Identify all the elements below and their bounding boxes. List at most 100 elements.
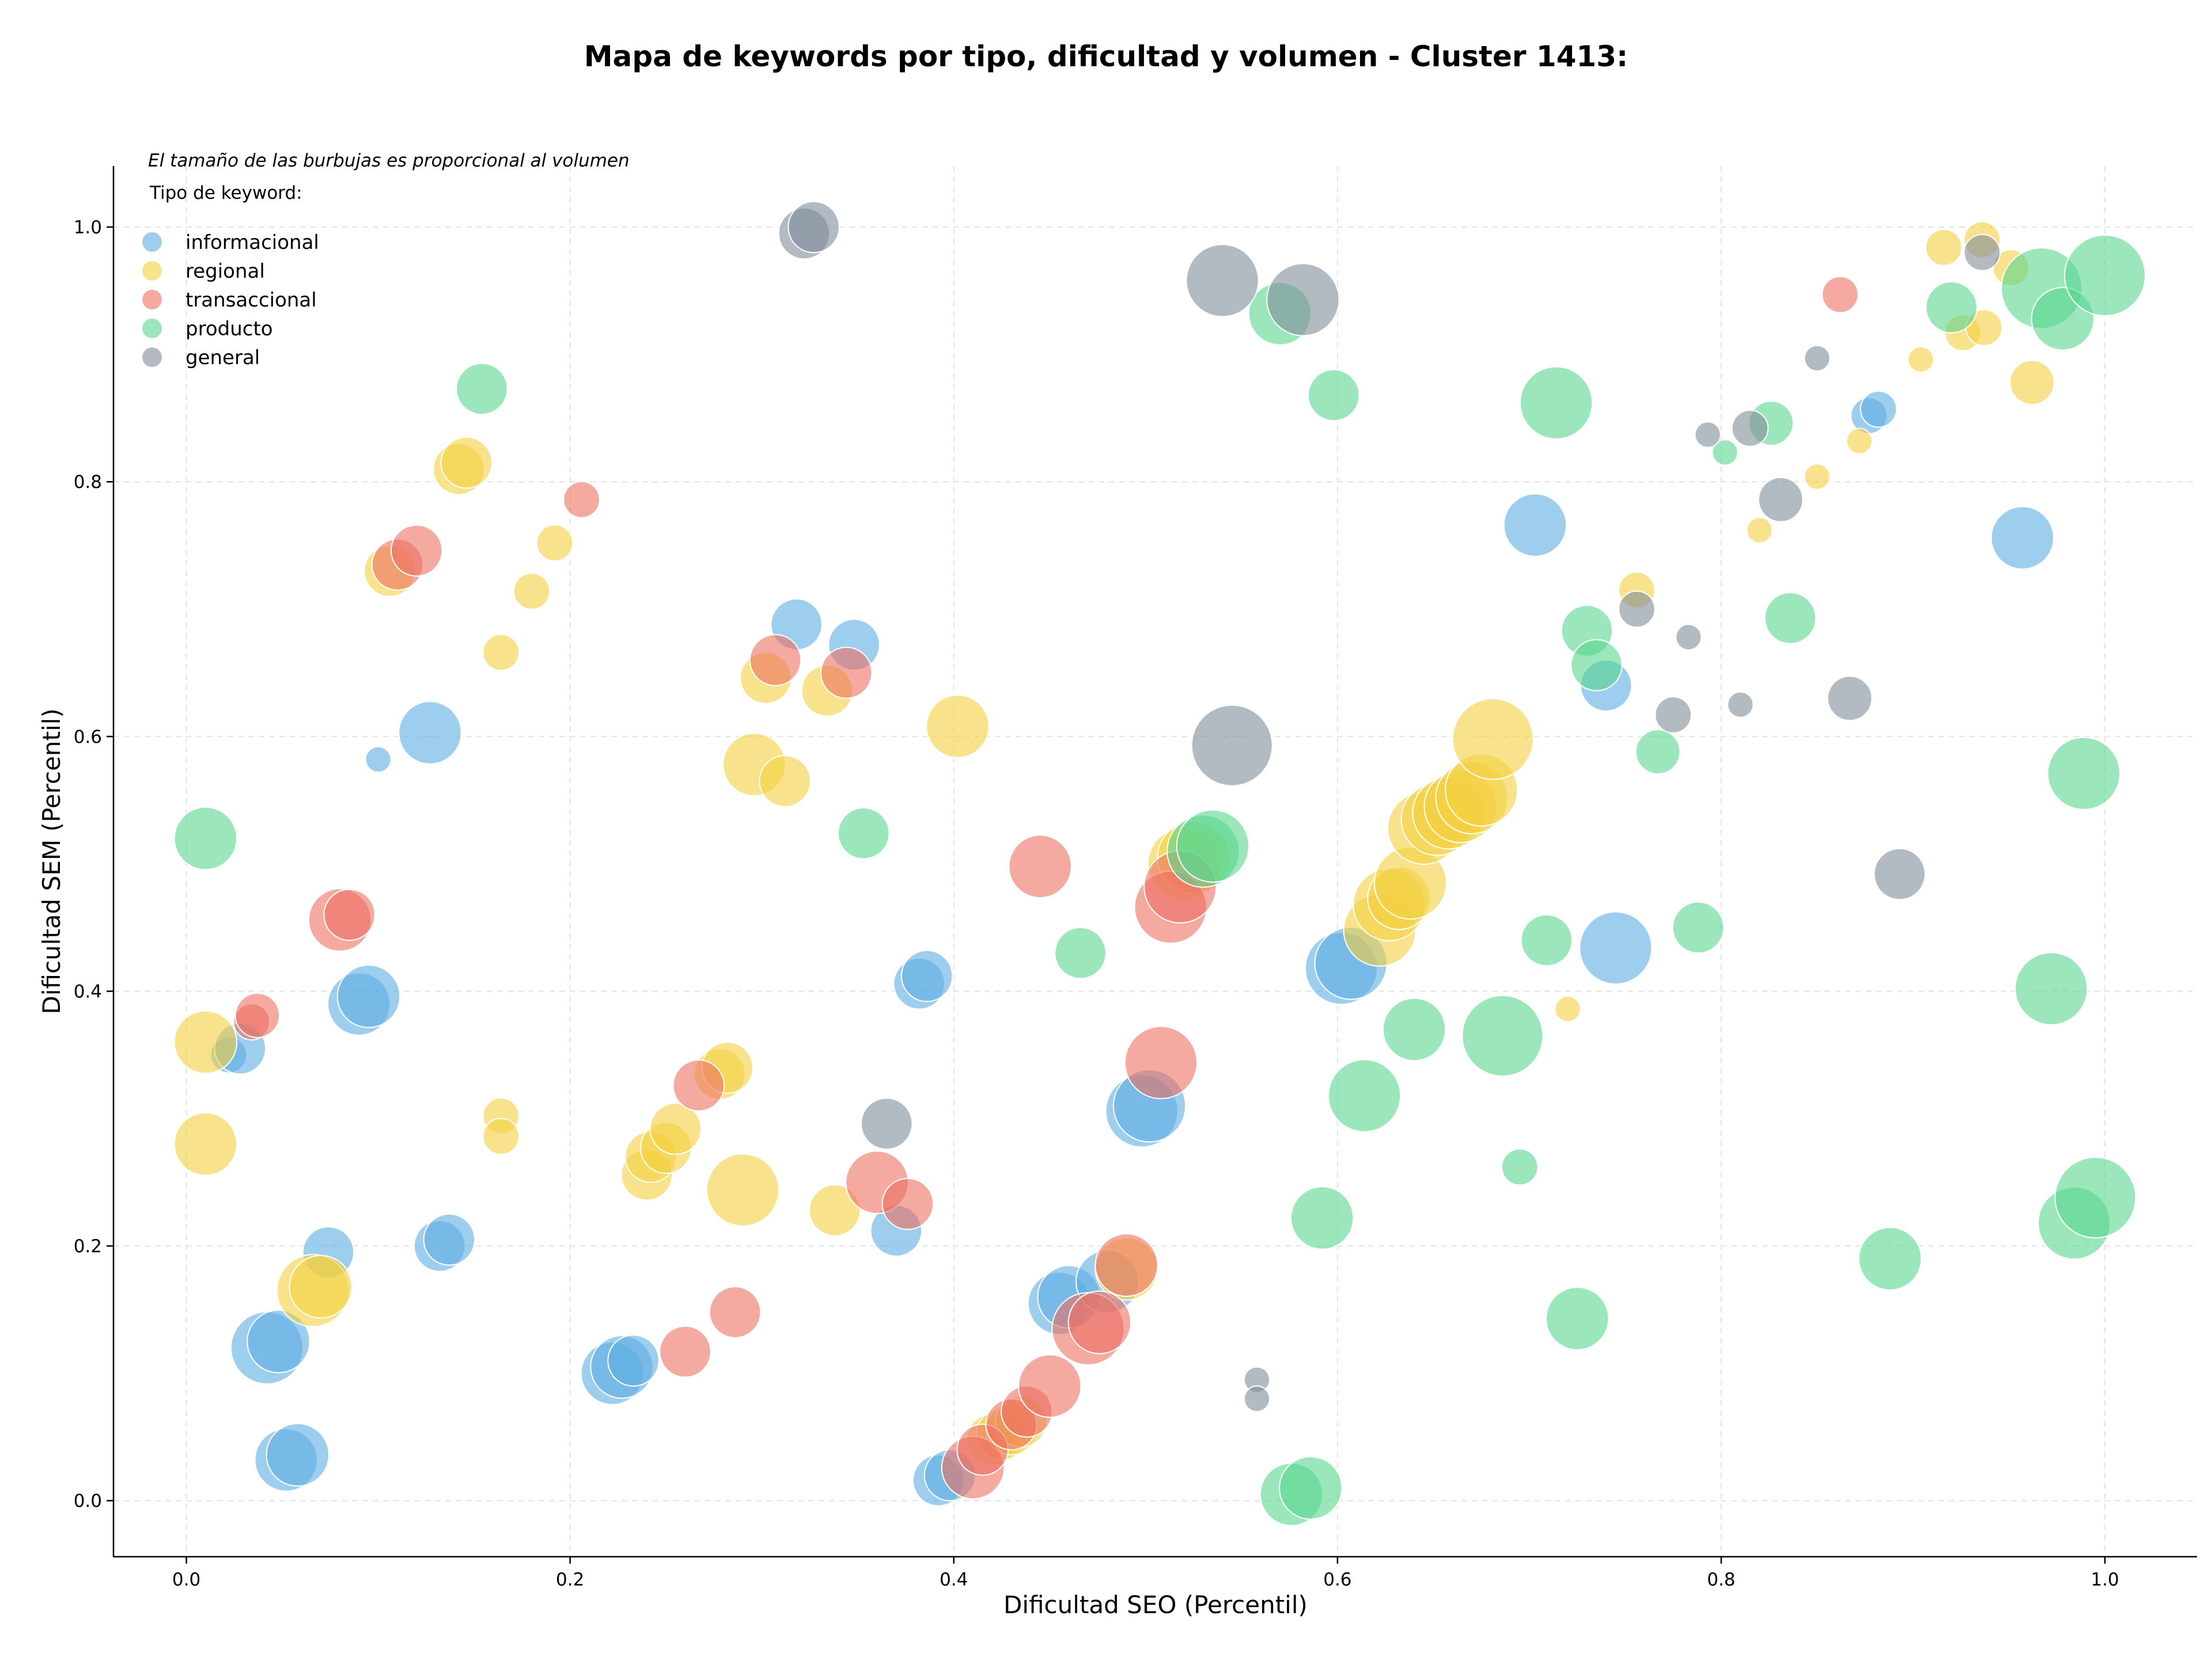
regional-bubble (1554, 996, 1581, 1023)
transaccional-bubble (881, 1178, 934, 1230)
informacional-bubble (398, 701, 462, 765)
producto-bubble (1382, 997, 1446, 1062)
producto-bubble (456, 362, 508, 415)
x-axis-label: Dificultad SEO (Percentil) (1003, 1591, 1308, 1619)
regional-bubble (809, 1184, 861, 1236)
general-bubble (1243, 1385, 1271, 1413)
legend-marker-producto (142, 319, 162, 338)
regional-bubble (173, 1010, 238, 1074)
producto-bubble (1290, 1186, 1354, 1250)
general-bubble (1873, 847, 1926, 901)
y-tick-label: 0.2 (74, 1236, 102, 1257)
informacional-bubble (247, 1310, 310, 1374)
general-bubble (1758, 476, 1804, 523)
legend: Tipo de keyword: informacional regional tr… (142, 183, 319, 369)
legend-label-regional: regional (185, 260, 265, 283)
legend-marker-informacional (142, 232, 162, 252)
producto-bubble (1672, 901, 1725, 954)
y-tick-label: 0.0 (74, 1491, 102, 1512)
y-tick-label: 0.8 (74, 472, 102, 493)
regional-bubble (926, 694, 990, 758)
transaccional-bubble (672, 1059, 725, 1112)
general-bubble (1804, 345, 1831, 372)
producto-bubble (837, 807, 890, 860)
regional-bubble (173, 1112, 238, 1176)
producto-bubble (1925, 281, 1978, 334)
producto-bubble (2064, 234, 2146, 317)
legend-label-general: general (185, 346, 260, 369)
producto-bubble (1858, 1227, 1922, 1291)
transaccional-bubble (563, 480, 600, 519)
general-bubble (1727, 691, 1754, 718)
producto-bubble (1635, 729, 1681, 775)
transaccional-bubble (1821, 275, 1859, 313)
producto-bubble (1764, 592, 1817, 645)
x-axis-ticks: 0.0 0.2 0.4 0.6 0.8 1.0 (172, 1557, 2119, 1590)
producto-bubble (1711, 439, 1738, 466)
legend-marker-transaccional (142, 290, 162, 309)
regional-bubble (1925, 229, 1963, 266)
bubble-size-note: El tamaño de las burbujas es proporciona… (148, 150, 630, 171)
legend-title: Tipo de keyword: (149, 183, 302, 203)
informacional-bubble (1503, 493, 1567, 557)
informacional-bubble (1990, 506, 2055, 570)
regional-bubble (536, 524, 574, 562)
producto-bubble (1520, 914, 1573, 967)
informacional-bubble (266, 1422, 329, 1487)
y-axis-label: Dificultad SEM (Percentil) (37, 709, 66, 1015)
legend-label-informacional: informacional (185, 231, 319, 254)
general-bubble (787, 200, 840, 253)
informacional-bubble (900, 949, 953, 1002)
x-tick-label: 0.8 (1707, 1569, 1735, 1590)
producto-bubble (2047, 736, 2121, 811)
informacional-bubble (365, 746, 392, 773)
producto-bubble (1519, 366, 1593, 440)
producto-bubble (1054, 926, 1107, 979)
regional-bubble (1846, 427, 1873, 455)
regional-bubble (440, 436, 493, 489)
y-tick-label: 0.4 (74, 981, 102, 1002)
informacional-bubble (336, 964, 401, 1028)
regional-bubble (1907, 346, 1934, 373)
producto-bubble (1327, 1059, 1402, 1133)
producto-bubble (2014, 952, 2088, 1026)
transaccional-bubble (390, 524, 443, 577)
general-bubble (1675, 623, 1702, 651)
transaccional-bubble (323, 888, 376, 941)
informacional-bubble (607, 1334, 660, 1387)
legend-label-transaccional: transaccional (185, 289, 317, 312)
general-bubble (1694, 421, 1721, 448)
y-axis-ticks: 0.0 0.2 0.4 0.6 0.8 1.0 (74, 217, 113, 1512)
bubbles (173, 200, 2146, 1526)
regional-bubble (1804, 463, 1831, 490)
regional-bubble (482, 1118, 520, 1155)
x-tick-label: 0.4 (940, 1569, 968, 1590)
regional-bubble (513, 573, 551, 610)
producto-bubble (1570, 639, 1623, 691)
transaccional-bubble (820, 646, 873, 699)
transaccional-bubble (1067, 1291, 1132, 1354)
legend-label-producto: producto (185, 317, 273, 340)
general-bubble (1191, 704, 1273, 786)
regional-bubble (2009, 360, 2055, 406)
transaccional-bubble (659, 1325, 711, 1378)
general-bubble (1827, 675, 1873, 721)
transaccional-bubble (234, 993, 281, 1038)
regional-bubble (1746, 517, 1773, 544)
legend-marker-general (142, 347, 162, 367)
general-bubble (1266, 263, 1340, 336)
regional-bubble (759, 755, 811, 808)
transaccional-bubble (1124, 1026, 1198, 1099)
regional-bubble (649, 1102, 702, 1155)
y-tick-label: 1.0 (74, 217, 102, 238)
x-tick-label: 0.6 (1323, 1569, 1351, 1590)
x-tick-label: 1.0 (2090, 1569, 2119, 1590)
producto-bubble (1546, 1287, 1609, 1350)
regional-bubble (1452, 698, 1534, 780)
general-bubble (1618, 590, 1656, 628)
transaccional-bubble (1018, 1354, 1082, 1418)
general-bubble (1185, 244, 1259, 317)
y-tick-label: 0.6 (74, 727, 102, 747)
regional-bubble (482, 634, 520, 671)
